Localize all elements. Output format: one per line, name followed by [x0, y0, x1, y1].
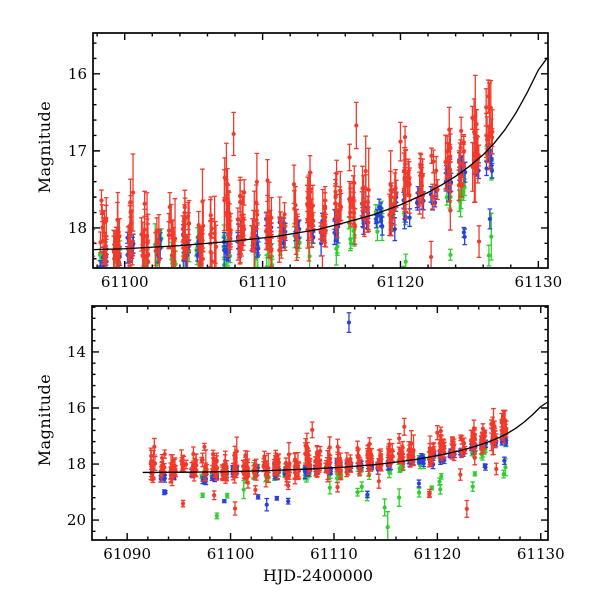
x-axis-label: HJD-2400000 [262, 566, 374, 585]
y-tick-label: 16 [67, 64, 87, 83]
x-tick-label: 61130 [516, 545, 565, 563]
x-tick-label: 61110 [310, 545, 358, 563]
y-tick-label: 17 [67, 141, 87, 160]
y-tick-label: 18 [66, 455, 86, 474]
x-tick-label: 61110 [238, 273, 287, 291]
y-tick-label: 20 [66, 511, 86, 530]
y-tick-label: 14 [66, 342, 86, 361]
x-tick-label: 61130 [514, 273, 563, 291]
x-tick-label: 61120 [376, 273, 425, 291]
y-tick-label: 16 [66, 399, 86, 417]
x-tick-label: 61090 [103, 545, 152, 563]
x-tick-label: 61100 [100, 273, 149, 291]
x-tick-label: 61120 [413, 545, 462, 563]
x-tick-label: 61100 [206, 545, 255, 563]
y-tick-label: 18 [67, 218, 87, 237]
